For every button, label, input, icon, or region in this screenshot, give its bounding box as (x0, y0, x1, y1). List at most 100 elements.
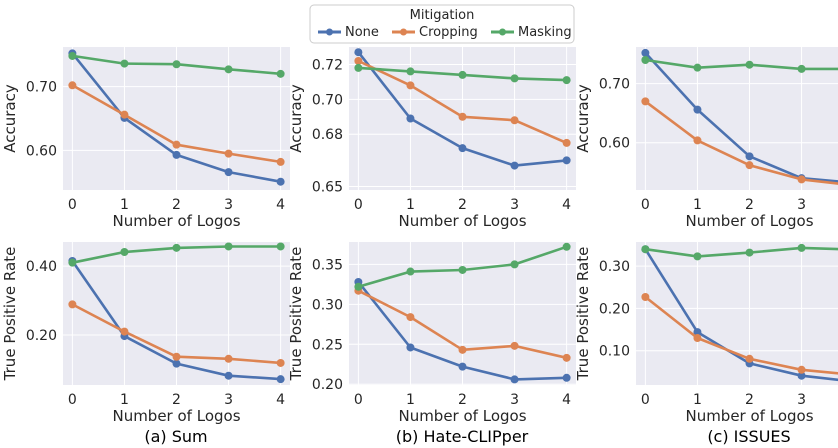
x-axis-label: Number of Logos (112, 212, 240, 230)
y-tick-label: 0.30 (312, 297, 343, 313)
data-point (458, 362, 467, 371)
data-point (458, 345, 467, 354)
x-tick-label: 3 (510, 197, 519, 213)
caption-hate-clipper: (b) Hate-CLIPper (396, 427, 529, 446)
legend-title: Mitigation (410, 8, 475, 23)
data-point (641, 97, 650, 106)
x-axis-label: Number of Logos (685, 212, 813, 230)
caption-sum: (a) Sum (144, 427, 207, 446)
x-axis-label: Number of Logos (398, 212, 526, 230)
series-none (354, 48, 571, 170)
data-point (510, 375, 519, 384)
x-tick-label: 1 (120, 392, 129, 408)
y-tick-label: 0.40 (26, 259, 57, 275)
x-tick-label: 0 (68, 392, 77, 408)
x-tick-label: 2 (172, 392, 181, 408)
data-point (224, 65, 233, 74)
data-point (172, 150, 181, 159)
data-point (641, 48, 650, 57)
data-point (458, 144, 467, 153)
y-tick-label: 0.35 (312, 257, 343, 273)
data-point (172, 243, 181, 252)
x-tick-label: 4 (562, 197, 571, 213)
x-tick-label: 0 (641, 392, 650, 408)
data-point (562, 373, 571, 382)
data-point (68, 258, 77, 267)
legend-label-none: None (345, 25, 379, 40)
data-point (276, 69, 285, 78)
x-axis-label: Number of Logos (685, 407, 813, 425)
series-cropping (68, 300, 285, 367)
x-tick-label: 1 (406, 197, 415, 213)
panel-b-hate-clipper-accuracy: 0 1 2 3 4 0.65 0.68 0.70 0.72 Number of Logos Accu… (287, 47, 576, 230)
x-axis-label: Number of Logos (112, 407, 240, 425)
data-point (693, 328, 702, 337)
data-point (458, 265, 467, 274)
series-masking (68, 51, 285, 78)
x-tick-label: 3 (224, 392, 233, 408)
y-tick-label: 0.20 (26, 328, 57, 344)
data-point (224, 354, 233, 363)
data-point (562, 156, 571, 165)
data-point (693, 136, 702, 145)
data-point (120, 247, 129, 256)
data-point (562, 353, 571, 362)
data-point (68, 81, 77, 90)
x-tick-label: 3 (510, 392, 519, 408)
x-tick-label: 2 (745, 197, 754, 213)
data-point (172, 60, 181, 69)
data-point (406, 81, 415, 90)
y-tick-label: 0.10 (599, 344, 630, 360)
x-axis-label: Number of Logos (398, 407, 526, 425)
x-tick-label: 3 (797, 392, 806, 408)
data-point (68, 51, 77, 60)
data-point (693, 105, 702, 114)
y-tick-label: 0.20 (312, 377, 343, 393)
x-tick-label: 2 (745, 392, 754, 408)
data-point (562, 242, 571, 251)
y-axis-label: True Positive Rate (574, 247, 592, 382)
data-point (68, 300, 77, 309)
data-point (406, 67, 415, 76)
data-point (745, 354, 754, 363)
data-point (224, 149, 233, 158)
x-tick-label: 0 (68, 197, 77, 213)
data-point (797, 64, 806, 73)
legend-marker-masking (499, 28, 506, 36)
data-point (562, 138, 571, 147)
data-point (797, 243, 806, 252)
data-point (276, 157, 285, 166)
data-point (354, 56, 363, 65)
data-point (276, 358, 285, 367)
series-cropping (641, 293, 838, 375)
x-tick-label: 4 (276, 392, 285, 408)
data-point (641, 293, 650, 301)
series-masking (354, 242, 571, 291)
data-point (276, 177, 285, 186)
data-point (641, 56, 650, 64)
y-axis-label: Accuracy (1, 84, 19, 153)
series-masking (354, 63, 571, 85)
data-point (693, 63, 702, 72)
panel-a-sum-accuracy: 0 1 2 3 4 0.60 0.70 Number of Logos Accuracy (1, 47, 290, 230)
data-point (354, 63, 363, 72)
y-tick-label: 0.20 (599, 301, 630, 317)
y-axis-label: True Positive Rate (287, 247, 305, 382)
data-point (745, 60, 754, 69)
y-axis-label: Accuracy (574, 84, 592, 153)
x-tick-label: 0 (354, 392, 363, 408)
x-tick-label: 4 (276, 197, 285, 213)
data-point (693, 252, 702, 261)
data-point (797, 371, 806, 380)
x-tick-label: 2 (458, 197, 467, 213)
panel-a-sum-true-positive-rate: 0 1 2 3 4 0.20 0.40 Number of Logos True Positiv… (1, 242, 290, 425)
x-tick-label: 2 (172, 197, 181, 213)
data-point (562, 76, 571, 85)
data-point (276, 242, 285, 251)
x-tick-label: 1 (120, 197, 129, 213)
data-point (406, 343, 415, 352)
y-tick-label: 0.60 (26, 143, 57, 159)
x-tick-label: 0 (641, 197, 650, 213)
panel-b-hate-clipper-true-positive-rate: 0 1 2 3 4 0.20 0.25 0.30 0.35 Number of Logos True… (287, 242, 576, 425)
